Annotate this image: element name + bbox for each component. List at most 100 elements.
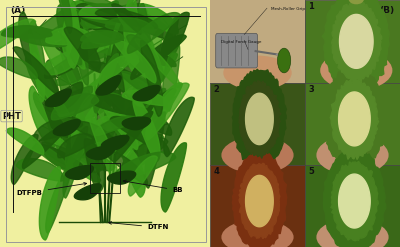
Polygon shape (332, 1, 382, 84)
Polygon shape (44, 60, 62, 117)
Polygon shape (74, 0, 132, 22)
Polygon shape (140, 41, 162, 116)
Ellipse shape (222, 137, 294, 174)
Polygon shape (2, 26, 52, 38)
Polygon shape (133, 85, 160, 101)
Polygon shape (107, 56, 124, 116)
Text: 1: 1 (308, 2, 314, 11)
Polygon shape (117, 13, 160, 68)
Polygon shape (70, 1, 118, 29)
Polygon shape (146, 83, 189, 140)
Polygon shape (84, 62, 142, 84)
Polygon shape (109, 93, 141, 125)
Polygon shape (40, 48, 82, 75)
Polygon shape (104, 150, 148, 185)
Polygon shape (126, 138, 168, 169)
Polygon shape (96, 76, 121, 95)
Polygon shape (105, 54, 168, 68)
Bar (210, 165, 305, 247)
Polygon shape (133, 101, 160, 162)
Polygon shape (67, 108, 96, 163)
Polygon shape (45, 89, 71, 107)
Polygon shape (73, 122, 114, 145)
Polygon shape (232, 151, 287, 247)
Polygon shape (119, 111, 144, 158)
Ellipse shape (316, 219, 389, 247)
Ellipse shape (316, 135, 389, 175)
Polygon shape (322, 0, 389, 95)
Polygon shape (88, 40, 137, 56)
Polygon shape (126, 107, 172, 135)
Text: (A): (A) (10, 6, 26, 15)
Polygon shape (246, 93, 273, 144)
Polygon shape (93, 99, 129, 153)
Polygon shape (81, 104, 124, 156)
Polygon shape (161, 143, 186, 212)
Polygon shape (338, 174, 370, 228)
Polygon shape (6, 128, 44, 154)
Polygon shape (0, 19, 36, 58)
Polygon shape (66, 165, 94, 179)
Polygon shape (144, 27, 164, 86)
Polygon shape (106, 18, 154, 33)
Polygon shape (91, 114, 134, 132)
Polygon shape (16, 159, 64, 181)
Polygon shape (42, 142, 103, 172)
Polygon shape (122, 90, 169, 106)
Polygon shape (120, 134, 163, 176)
Polygon shape (39, 167, 60, 240)
Bar (210, 0, 305, 83)
Polygon shape (53, 134, 101, 182)
Polygon shape (121, 145, 145, 197)
Polygon shape (46, 27, 92, 45)
Polygon shape (70, 1, 88, 61)
Polygon shape (19, 12, 41, 74)
Ellipse shape (222, 220, 294, 247)
Polygon shape (13, 47, 58, 94)
Polygon shape (104, 40, 154, 82)
Polygon shape (239, 163, 280, 239)
Polygon shape (239, 81, 281, 158)
Polygon shape (120, 90, 154, 158)
Polygon shape (29, 86, 54, 147)
Polygon shape (101, 135, 129, 150)
Polygon shape (120, 71, 168, 107)
Polygon shape (33, 73, 76, 133)
Text: PWDT: PWDT (90, 6, 120, 15)
Polygon shape (137, 89, 176, 133)
Polygon shape (57, 95, 75, 154)
Polygon shape (74, 103, 108, 161)
Polygon shape (76, 8, 122, 25)
Polygon shape (57, 5, 82, 65)
Polygon shape (95, 9, 158, 28)
Polygon shape (67, 6, 87, 68)
Polygon shape (58, 134, 94, 158)
Polygon shape (76, 16, 88, 85)
Polygon shape (94, 93, 140, 111)
Polygon shape (89, 117, 118, 184)
Polygon shape (85, 5, 130, 28)
Polygon shape (76, 11, 122, 40)
Polygon shape (66, 107, 85, 165)
Polygon shape (118, 3, 134, 67)
Polygon shape (54, 0, 72, 34)
Polygon shape (28, 20, 45, 70)
Polygon shape (91, 94, 139, 115)
Text: 3: 3 (309, 85, 314, 94)
Polygon shape (114, 13, 141, 70)
Polygon shape (59, 0, 80, 49)
Polygon shape (96, 10, 139, 24)
Text: 4: 4 (214, 167, 220, 176)
Polygon shape (64, 27, 100, 71)
Polygon shape (331, 161, 378, 241)
Polygon shape (58, 66, 82, 129)
Polygon shape (46, 93, 62, 145)
FancyBboxPatch shape (216, 33, 258, 68)
Polygon shape (112, 8, 131, 63)
Polygon shape (232, 69, 286, 170)
Polygon shape (94, 54, 118, 113)
Polygon shape (131, 35, 186, 80)
Polygon shape (81, 0, 134, 28)
Ellipse shape (320, 51, 392, 90)
Polygon shape (246, 175, 273, 227)
